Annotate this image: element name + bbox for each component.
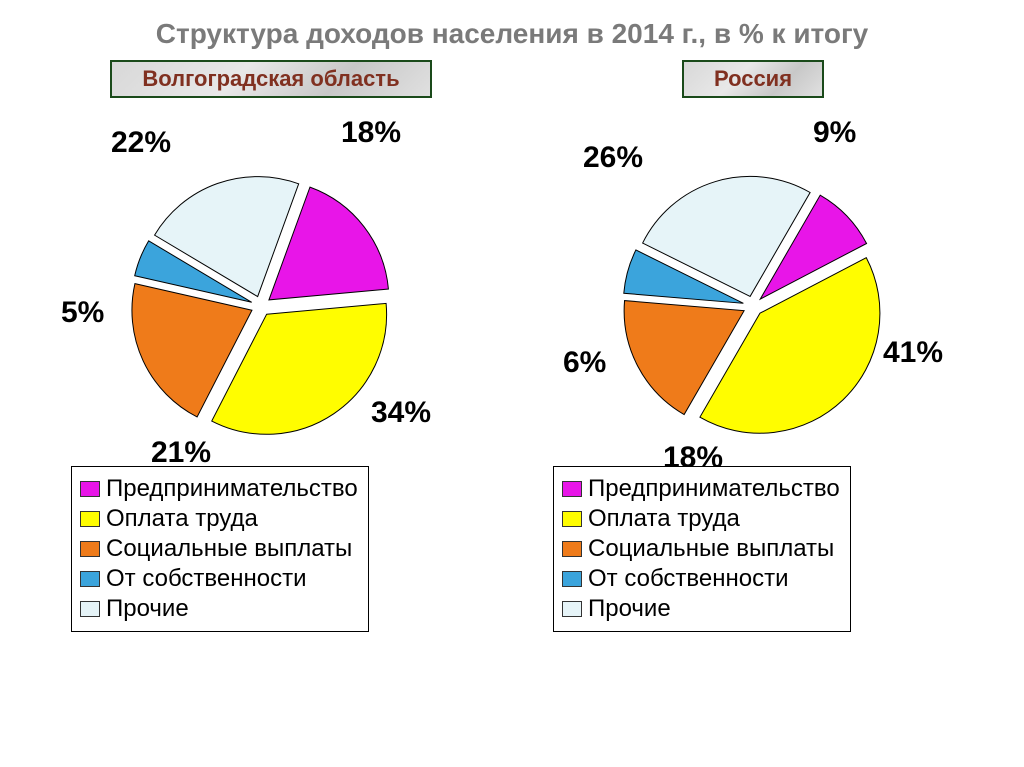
legend-swatch (80, 481, 100, 497)
value-label-property: 6% (563, 346, 606, 380)
legend-swatch (562, 541, 582, 557)
legend-item-entrepreneurship: Предпринимательство (80, 475, 358, 503)
value-label-other: 26% (583, 141, 643, 175)
chart-volgograd: Волгоградская область 18% 34% 21% 5% 22% Пре… (41, 60, 501, 632)
legend-item-entrepreneurship: Предпринимательство (562, 475, 840, 503)
legend-swatch (80, 541, 100, 557)
legend-volgograd: ПредпринимательствоОплата трудаСоциальны… (71, 466, 369, 632)
legend-item-other: Прочие (562, 595, 840, 623)
legend-swatch (562, 481, 582, 497)
value-label-entrepreneurship: 18% (341, 116, 401, 150)
value-label-property: 5% (61, 296, 104, 330)
legend-label: Предпринимательство (106, 475, 358, 503)
legend-item-social: Социальные выплаты (80, 535, 358, 563)
legend-item-property: От собственности (80, 565, 358, 593)
legend-label: Оплата труда (106, 505, 258, 533)
region-label-box: Волгоградская область (110, 60, 431, 98)
region-label: Волгоградская область (142, 66, 399, 91)
region-label: Россия (714, 66, 792, 91)
legend-item-social: Социальные выплаты (562, 535, 840, 563)
legend-russia: ПредпринимательствоОплата трудаСоциальны… (553, 466, 851, 632)
pie-chart-russia: 9%41%18%6%26% (543, 106, 963, 486)
charts-row: Волгоградская область 18% 34% 21% 5% 22% Пре… (0, 60, 1024, 632)
value-label-entrepreneurship: 9% (813, 116, 856, 150)
legend-label: От собственности (588, 565, 789, 593)
legend-label: Социальные выплаты (106, 535, 352, 563)
value-label-wages: 41% (883, 336, 943, 370)
page-title: Структура доходов населения в 2014 г., в… (0, 0, 1024, 60)
legend-label: От собственности (106, 565, 307, 593)
legend-item-wages: Оплата труда (562, 505, 840, 533)
legend-label: Прочие (106, 595, 189, 623)
legend-label: Социальные выплаты (588, 535, 834, 563)
legend-label: Предпринимательство (588, 475, 840, 503)
legend-swatch (562, 571, 582, 587)
chart-russia: Россия 9%41%18%6%26% Предпринимательство… (523, 60, 983, 632)
region-label-box: Россия (682, 60, 824, 98)
legend-label: Оплата труда (588, 505, 740, 533)
legend-swatch (80, 601, 100, 617)
legend-item-other: Прочие (80, 595, 358, 623)
legend-label: Прочие (588, 595, 671, 623)
legend-item-property: От собственности (562, 565, 840, 593)
legend-swatch (562, 511, 582, 527)
legend-swatch (80, 571, 100, 587)
pie-chart-volgograd: 18% 34% 21% 5% 22% (61, 106, 481, 486)
legend-swatch (80, 511, 100, 527)
legend-swatch (562, 601, 582, 617)
value-label-social: 21% (151, 436, 211, 470)
legend-item-wages: Оплата труда (80, 505, 358, 533)
value-label-wages: 34% (371, 396, 431, 430)
value-label-other: 22% (111, 126, 171, 160)
